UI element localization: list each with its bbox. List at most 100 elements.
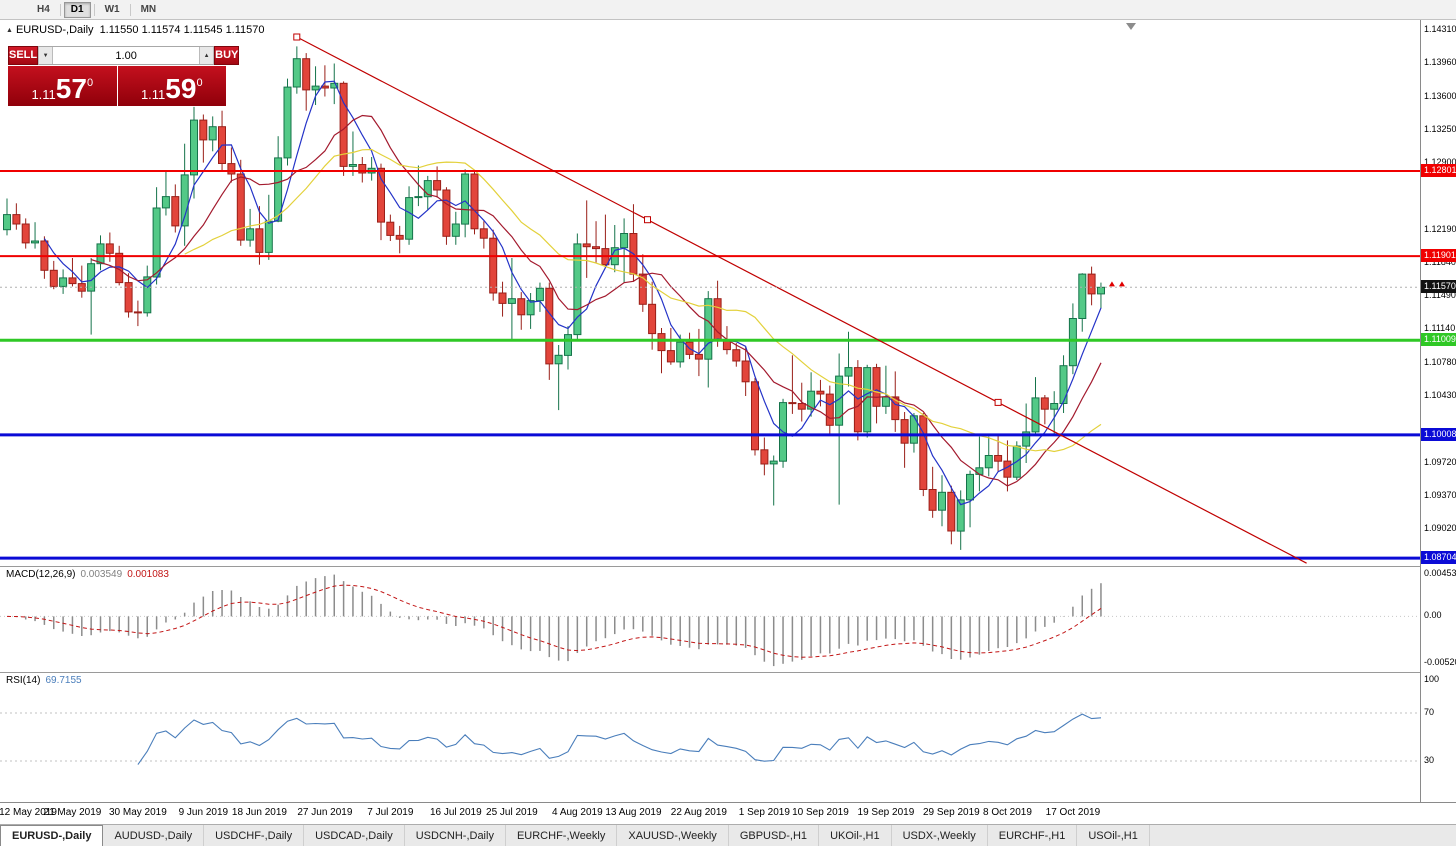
date-axis-label: 22 Aug 2019 [670,807,727,818]
date-axis-label: 7 Jul 2019 [367,807,414,818]
macd-panel-svg[interactable] [0,566,1420,672]
price-axis-label: 1.09020 [1424,523,1456,533]
price-axis-label: 1.13600 [1424,91,1456,101]
chart-tab-usdcad-daily[interactable]: USDCAD-,Daily [304,825,405,846]
price-axis-label: 1.14310 [1424,24,1456,34]
sell-price-display[interactable]: 1.11 57 0 [8,66,117,106]
volume-input[interactable] [53,47,200,64]
timeframe-button-d1[interactable]: D1 [63,1,91,18]
chart-tabs-bar: EURUSD-,Daily AUDUSD-,Daily USDCHF-,Daily U… [0,824,1456,846]
rsi-value: 69.7155 [45,675,82,686]
price-arrow-icon [1118,281,1125,287]
scroll-shift-marker-icon [1126,23,1136,30]
price-axis-label: 1.11140 [1424,323,1456,333]
macd-value-signal: 0.001083 [127,569,169,580]
buy-price-display[interactable]: 1.11 59 0 [117,66,226,106]
trendline-handle [293,33,301,41]
moving-averages-layer [43,80,1102,506]
macd-indicator-label: MACD(12,26,9) 0.003549 0.001083 [6,569,169,580]
date-axis-label: 8 Oct 2019 [982,807,1032,818]
chart-window: ▲ EURUSD-,Daily 1.11550 1.11574 1.11545 1.… [0,20,1456,824]
volume-increase-icon[interactable]: ▲ [199,47,215,64]
toolbar-separator [59,3,61,16]
main-chart-svg[interactable] [0,20,1420,566]
price-arrow-icon [1108,281,1115,287]
hline-price-badge: 1.08704 [1421,551,1456,564]
chart-tab-usdchf-daily[interactable]: USDCHF-,Daily [204,825,305,846]
price-axis-label: 1.11490 [1424,290,1456,300]
timeframe-toolbar: H4 D1 W1 MN [0,0,1456,20]
chart-tab-eurchf-h1[interactable]: EURCHF-,H1 [988,825,1078,846]
date-axis-label: 9 Jun 2019 [178,807,229,818]
price-axis-label: 1.09370 [1424,490,1456,500]
macd-value-main: 0.003549 [80,569,123,580]
timeframe-button-h4[interactable]: H4 [30,2,57,18]
candles-layer [3,46,1105,550]
sell-button[interactable]: SELL [8,46,39,65]
chart-tab-eurusd-daily[interactable]: EURUSD-,Daily [0,825,104,846]
rsi-axis-label: 100 [1424,674,1440,684]
date-axis[interactable]: 12 May 2019 21 May 2019 30 May 2019 9 Jun 2… [0,802,1456,824]
rsi-line [137,713,1102,765]
date-axis-label: 12 May 2019 [0,807,57,818]
date-axis-label: 18 Jun 2019 [231,807,287,818]
rsi-panel-svg[interactable] [0,672,1420,802]
current-price-badge: 1.11570 [1421,280,1456,293]
chart-symbol-icon: ▲ [6,27,13,34]
horizontal-lines-layer [0,170,1420,560]
chart-tab-usdcnh-daily[interactable]: USDCNH-,Daily [405,825,506,846]
hline-price-badge: 1.11009 [1421,333,1456,346]
chart-title-ohlc: 1.11550 1.11574 1.11545 1.11570 [99,24,265,36]
chart-title: ▲ EURUSD-,Daily 1.11550 1.11574 1.11545 1.… [6,24,265,36]
trendline-handle [644,216,651,224]
timeframe-button-mn[interactable]: MN [134,2,164,18]
buy-button[interactable]: BUY [214,46,240,65]
date-axis-label: 4 Aug 2019 [552,807,603,818]
chart-tab-gbpusd-h1[interactable]: GBPUSD-,H1 [729,825,820,846]
price-axis-label: 1.10780 [1424,357,1456,367]
chart-tab-audusd-daily[interactable]: AUDUSD-,Daily [103,825,205,846]
rsi-axis-label: 30 [1424,755,1435,765]
toolbar-separator [93,3,95,16]
date-axis-label: 27 Jun 2019 [297,807,353,818]
price-axis-label: 1.12900 [1424,157,1456,167]
price-axis-label: 1.12190 [1424,224,1456,234]
hline-price-badge: 1.11901 [1421,249,1456,262]
date-axis-label: 10 Sep 2019 [792,807,849,818]
macd-signal-line [6,584,1102,658]
chart-tab-eurchf-weekly[interactable]: EURCHF-,Weekly [506,825,618,846]
price-axis-label: 1.13250 [1424,124,1456,134]
buy-price-sup: 0 [196,77,203,89]
rsi-axis-label: 70 [1424,707,1435,717]
toolbar-separator [129,3,131,16]
volume-decrease-icon[interactable]: ▼ [38,47,54,64]
macd-axis-label: 0.00453 [1424,568,1456,578]
volume-control: ▼ ▲ [38,46,215,65]
date-axis-label: 25 Jul 2019 [486,807,538,818]
price-axis[interactable]: 1.14310 1.13960 1.13600 1.13250 1.12900 1.121… [1420,20,1456,802]
timeframe-button-w1[interactable]: W1 [98,2,127,18]
date-axis-label: 16 Jul 2019 [429,807,482,818]
chart-tab-usoil-h1[interactable]: USOil-,H1 [1077,825,1150,846]
price-axis-label: 1.11840 [1424,257,1456,267]
rsi-name: RSI(14) [6,675,41,686]
date-axis-label: 1 Sep 2019 [738,807,790,818]
chart-tab-usdx-weekly[interactable]: USDX-,Weekly [892,825,988,846]
buy-price-big: 59 [165,73,197,104]
price-axis-label: 1.13960 [1424,57,1456,67]
price-axis-label: 1.10430 [1424,390,1456,400]
macd-name: MACD(12,26,9) [6,569,76,580]
one-click-trading-panel: SELL ▼ ▲ BUY 1.11 57 0 1.11 59 0 [8,46,240,106]
date-axis-label: 30 May 2019 [108,807,167,818]
macd-axis-label: -0.00520 [1424,657,1456,667]
price-axis-label: 1.09720 [1424,457,1456,467]
macd-axis-label: 0.00 [1424,610,1442,620]
trendline-handle [994,398,1002,406]
chart-tab-ukoil-h1[interactable]: UKOil-,H1 [819,825,892,846]
trendline-layer [293,33,1307,564]
sell-price-sup: 0 [86,77,94,89]
chart-tab-xauusd-weekly[interactable]: XAUUSD-,Weekly [617,825,729,846]
date-axis-label: 19 Sep 2019 [857,807,915,818]
macd-histogram-layer [15,574,1102,667]
date-axis-label: 29 Sep 2019 [922,807,980,818]
